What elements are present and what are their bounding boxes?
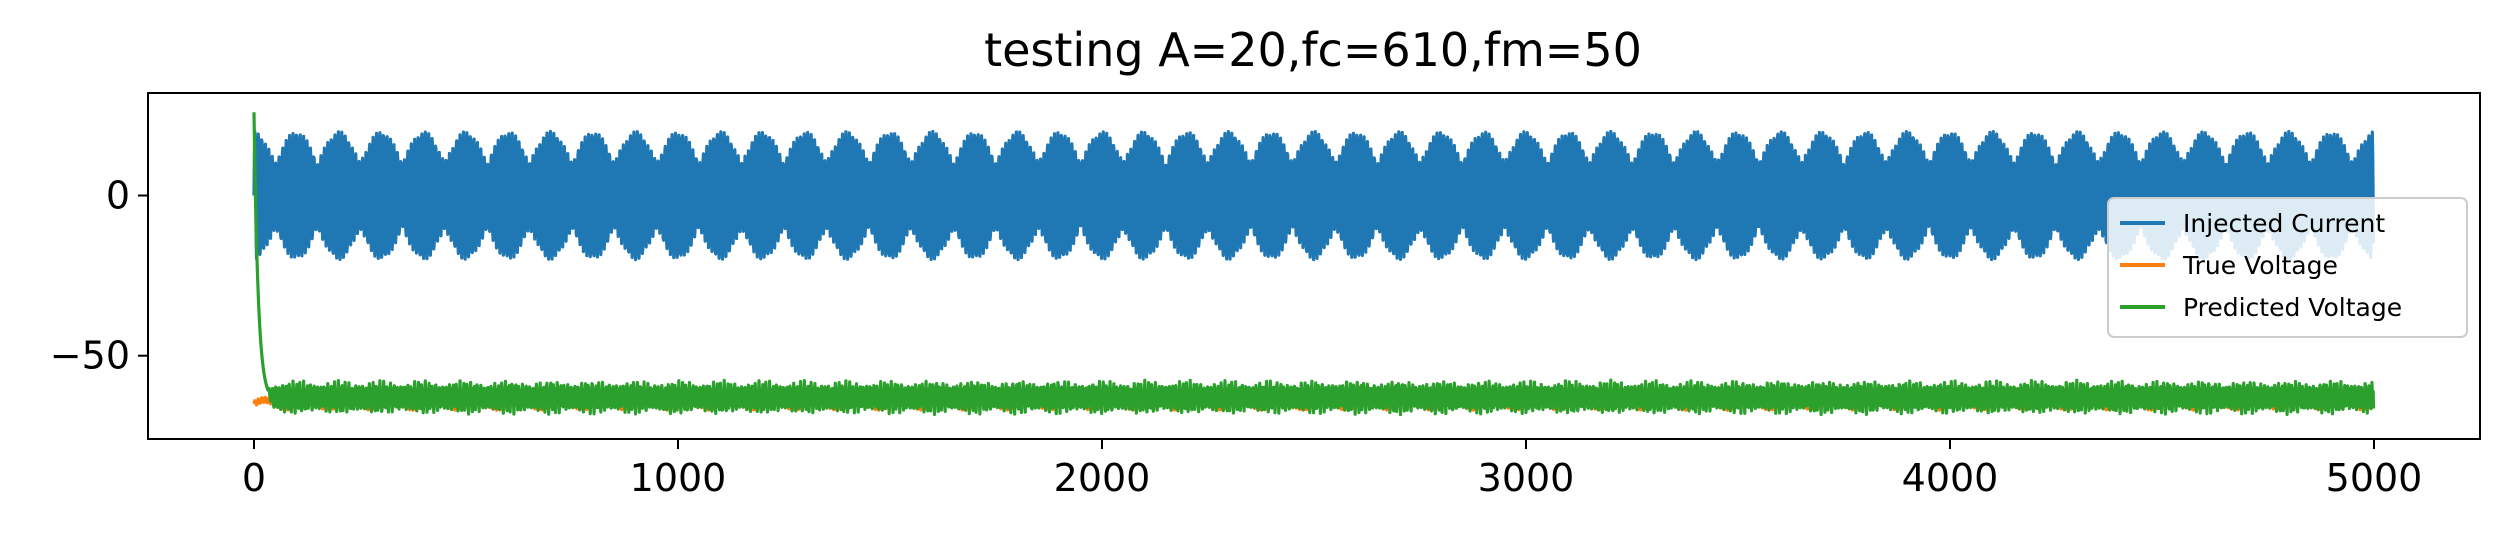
legend-label: True Voltage [2182, 251, 2338, 280]
chart-title: testing A=20,fc=610,fm=50 [984, 23, 1642, 77]
y-tick-label: 0 [106, 174, 130, 218]
series-line-predicted-voltage [252, 112, 2376, 417]
x-tick-label: 3000 [1478, 456, 1575, 500]
y-tick-label: −50 [50, 334, 130, 378]
x-tick-label: 1000 [630, 456, 727, 500]
y-axis: 0 −50 [50, 174, 148, 378]
x-tick-label: 0 [242, 456, 266, 500]
legend: Injected Current True Voltage Predicted Vo… [2107, 197, 2468, 338]
legend-label: Predicted Voltage [2183, 293, 2402, 322]
series-line-injected-current [252, 129, 2376, 262]
x-tick-label: 2000 [1054, 456, 1151, 500]
legend-box [2107, 197, 2468, 338]
x-tick-label: 4000 [1902, 456, 1999, 500]
plot-frame [147, 92, 2481, 440]
series-layer [252, 112, 2376, 417]
x-axis: 0 1000 2000 3000 4000 5000 [242, 439, 2422, 500]
x-tick-label: 5000 [2326, 456, 2423, 500]
legend-label: Injected Current [2183, 209, 2385, 238]
